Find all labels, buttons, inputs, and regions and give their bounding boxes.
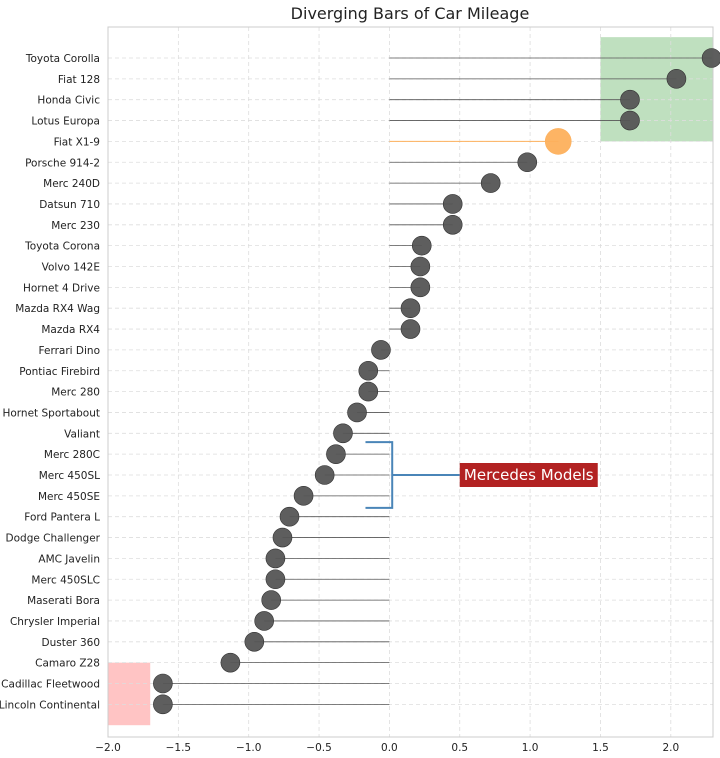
data-point [620, 89, 640, 110]
data-point [279, 506, 300, 527]
y-tick-label: Dodge Challenger [6, 533, 101, 545]
y-tick-label: Merc 450SL [39, 470, 100, 482]
y-tick-label: Ferrari Dino [39, 345, 100, 357]
annotation-box [459, 463, 598, 487]
y-tick-label: Camaro Z28 [35, 658, 100, 670]
y-tick-label: Lotus Europa [31, 116, 100, 128]
y-tick-label: Merc 280 [51, 387, 100, 399]
x-tick-label: 0.0 [381, 742, 398, 754]
data-point [254, 611, 274, 631]
data-point [358, 381, 379, 402]
y-tick-label: Pontiac Firebird [19, 366, 100, 378]
x-tick-label: −1.0 [236, 742, 262, 754]
shaded-region-1 [600, 37, 713, 142]
data-point [480, 173, 501, 193]
y-tick-label: Merc 450SE [38, 491, 100, 503]
y-tick-label: Datsun 710 [39, 199, 100, 211]
y-tick-label: Toyota Corona [24, 241, 100, 253]
y-tick-label: Honda Civic [37, 95, 100, 107]
y-tick-label: Mazda RX4 [41, 324, 100, 336]
y-tick-label: Merc 450SLC [31, 574, 100, 586]
y-tick-label: Fiat 128 [58, 74, 100, 86]
data-point [265, 569, 286, 590]
data-point [371, 340, 391, 360]
data-point [410, 256, 431, 277]
y-tick-label: Merc 240D [43, 178, 100, 190]
data-point [347, 402, 367, 423]
y-tick-label: Porsche 914-2 [25, 157, 100, 169]
data-point [314, 465, 335, 485]
y-tick-label: Merc 280C [44, 449, 100, 461]
annotation-label: Mercedes Models [464, 466, 594, 484]
y-tick-label: Hornet 4 Drive [23, 282, 100, 294]
x-tick-label: 2.0 [662, 742, 679, 754]
data-point [220, 652, 241, 673]
x-tick-label: 0.5 [451, 742, 468, 754]
annotation-bracket [365, 441, 460, 509]
data-point [261, 590, 282, 610]
data-point [153, 673, 173, 694]
data-point [153, 694, 173, 715]
y-tick-label: Cadillac Fleetwood [1, 679, 100, 691]
data-point [666, 69, 687, 89]
data-point [326, 444, 346, 464]
y-tick-label: AMC Javelin [38, 553, 100, 565]
data-point [358, 360, 379, 381]
y-tick-label: Merc 230 [51, 220, 100, 232]
data-point [517, 152, 538, 173]
y-tick-label: Fiat X1-9 [54, 136, 100, 148]
data-point [272, 527, 293, 548]
y-tick-label: Lincoln Continental [0, 699, 100, 711]
y-tick-label: Valiant [64, 428, 100, 440]
data-point [410, 277, 431, 298]
y-tick-label: Maserati Bora [27, 595, 100, 607]
data-point [701, 48, 720, 68]
y-tick-label: Hornet Sportabout [2, 407, 100, 419]
y-tick-label: Toyota Corolla [25, 53, 100, 65]
y-tick-label: Duster 360 [42, 637, 100, 649]
data-point [411, 235, 432, 256]
y-tick-label: Chrysler Imperial [10, 616, 100, 628]
data-point [442, 194, 463, 214]
x-tick-label: −1.5 [166, 742, 192, 754]
x-tick-label: 1.0 [522, 742, 539, 754]
x-tick-label: −0.5 [306, 742, 332, 754]
data-point [265, 548, 286, 569]
plot-frame [107, 26, 714, 738]
chart-title: Diverging Bars of Car Mileage [290, 4, 530, 23]
data-point [400, 298, 421, 319]
x-tick-label: −2.0 [95, 742, 121, 754]
data-point [400, 319, 421, 339]
y-tick-label: Volvo 142E [42, 262, 100, 274]
data-point [620, 110, 640, 131]
y-tick-label: Mazda RX4 Wag [15, 303, 100, 315]
data-point [442, 215, 463, 235]
y-tick-label: Ford Pantera L [24, 512, 100, 524]
data-point [244, 631, 265, 652]
highlighted-point [544, 128, 572, 155]
data-point [293, 486, 314, 506]
shaded-region-2 [108, 662, 151, 726]
x-tick-label: 1.5 [592, 742, 609, 754]
data-point [333, 423, 353, 444]
